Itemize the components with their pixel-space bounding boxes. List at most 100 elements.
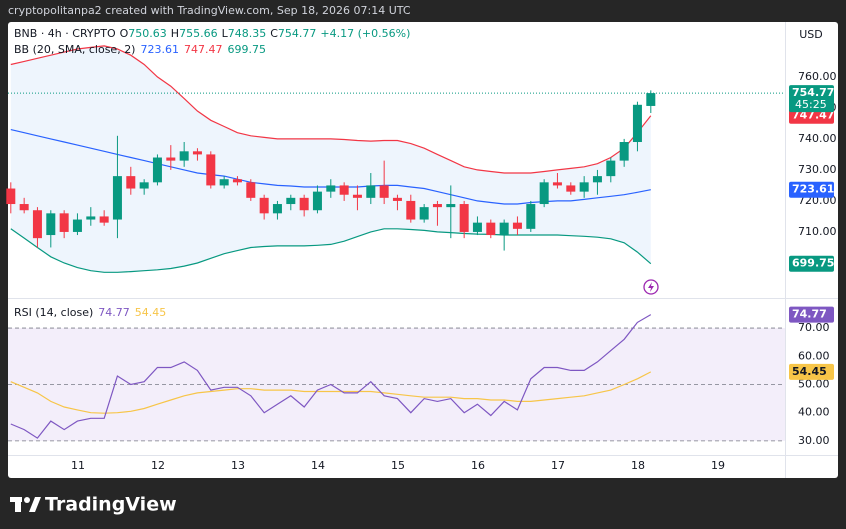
candle-body: [286, 197, 296, 205]
candle-body: [419, 207, 429, 220]
candle-body: [579, 182, 589, 192]
price-label: 699.75: [792, 257, 834, 270]
candle-body: [632, 104, 642, 143]
ohlc-letter: C: [270, 27, 278, 40]
candle-body: [126, 176, 136, 189]
candle-body: [192, 151, 202, 155]
indicator: BB (20, SMA, close, 2): [14, 43, 135, 56]
bb-line: [10, 45, 652, 174]
candle-body: [472, 222, 482, 232]
ohlc-letter: H: [171, 27, 179, 40]
price-label-box: [789, 85, 834, 113]
price-label-box: [789, 363, 834, 380]
rsi-value: 74.77: [98, 306, 130, 319]
candle-body: [539, 182, 549, 205]
candle-body: [86, 216, 96, 220]
rsi-tick-label: 40.00: [798, 406, 830, 419]
candle-body: [486, 222, 496, 236]
price-label: 54.45: [792, 365, 827, 378]
countdown: 45:25: [795, 98, 827, 111]
x-tick-label: 11: [71, 459, 85, 472]
x-tick-label: 15: [391, 459, 405, 472]
logo-icon: [10, 497, 41, 512]
candle-body: [512, 222, 522, 229]
candle-body: [6, 188, 16, 205]
candle-body: [312, 191, 322, 211]
candle-body: [46, 213, 56, 236]
candle-body: [272, 204, 282, 214]
price-tick-label: 760.00: [798, 70, 837, 83]
candle-body: [166, 157, 176, 161]
rsi-tick-label: 30.00: [798, 434, 830, 447]
price-tick-label: 740.00: [798, 132, 837, 145]
candle-body: [366, 185, 376, 198]
candle-body: [446, 204, 456, 208]
change: +4.17 (+0.56%): [320, 27, 410, 40]
candle-body: [232, 179, 242, 183]
candle-body: [152, 157, 162, 183]
candle-body: [646, 93, 656, 106]
candle-body: [552, 182, 562, 186]
bb-band-fill: [10, 45, 651, 273]
candle-body: [219, 179, 229, 186]
candle-body: [459, 204, 469, 232]
rsi-line: [10, 314, 652, 439]
ohlc-value: 750.63: [128, 27, 167, 40]
x-tick-label: 12: [151, 459, 165, 472]
candle-body: [339, 185, 349, 195]
candle-body: [112, 176, 122, 220]
candle-body: [352, 194, 362, 198]
candle-body: [99, 216, 109, 223]
candle-body: [59, 213, 69, 232]
header: cryptopolitanpa2 created with TradingVie…: [8, 4, 411, 17]
indicator-value: 699.75: [227, 43, 266, 56]
legend: BB (20, SMA, close, 2) 723.61 747.47 699.75: [14, 43, 266, 56]
price-label: 723.61: [792, 183, 834, 196]
x-tick-label: 18: [631, 459, 645, 472]
price-label-box: [789, 255, 834, 272]
price-label-box: [789, 181, 834, 198]
price-tick-label: 710.00: [798, 225, 837, 238]
candle-body: [392, 197, 402, 201]
ohlc-value: 755.66: [179, 27, 218, 40]
price-label: 754.77: [792, 86, 834, 99]
legend: RSI (14, close) 74.77 54.45: [14, 306, 166, 319]
candle-body: [406, 200, 416, 220]
bb-line: [10, 228, 652, 273]
price-tick-label: 730.00: [798, 163, 837, 176]
candle-body: [72, 219, 82, 232]
candle-body: [139, 182, 149, 189]
rsi-tick-label: 60.00: [798, 349, 830, 362]
indicator-value: 747.47: [184, 43, 223, 56]
candle-body: [592, 176, 602, 183]
x-tick-label: 16: [471, 459, 485, 472]
candle-body: [32, 210, 42, 239]
rsi-tick-label: 70.00: [798, 321, 830, 334]
symbol: BNB · 4h · CRYPTO: [14, 27, 116, 40]
legend: BNB · 4h · CRYPTO O750.63 H755.66 L748.35 C7…: [14, 27, 410, 40]
x-tick-label: 13: [231, 459, 245, 472]
rsi-value: 54.45: [135, 306, 167, 319]
currency: USD: [799, 28, 823, 41]
ohlc-letter: L: [222, 27, 229, 40]
candle-body: [526, 204, 536, 229]
candle-body: [606, 160, 616, 177]
candle-body: [19, 204, 29, 211]
alert-bolt: [648, 282, 654, 292]
price-label-box: [789, 306, 834, 323]
x-tick-label: 19: [711, 459, 725, 472]
rsi-tick-label: 50.00: [798, 377, 830, 390]
candle-body: [326, 185, 336, 192]
candle-body: [206, 154, 216, 186]
candle-body: [379, 185, 389, 198]
rsi-line: [10, 371, 652, 414]
rsi-title: RSI (14, close): [14, 306, 93, 319]
candle-body: [299, 197, 309, 211]
candle-body: [432, 204, 442, 208]
ohlc-value: 748.35: [228, 27, 267, 40]
ohlc-letter: O: [120, 27, 129, 40]
candle-body: [499, 222, 509, 236]
logo-text: TradingView: [45, 494, 177, 516]
candle-body: [566, 185, 576, 192]
